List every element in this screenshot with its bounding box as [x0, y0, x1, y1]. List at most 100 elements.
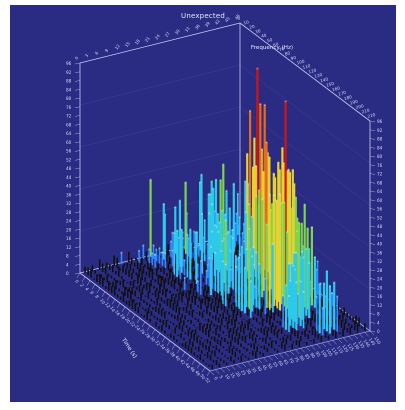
bar-cap — [278, 193, 281, 196]
z-tick-label: 76 — [66, 105, 72, 110]
bar-cap — [268, 156, 271, 159]
top-tick-label: 60 — [272, 41, 279, 47]
tick-mark — [369, 217, 376, 219]
bar-cap — [224, 213, 227, 216]
bar-cap — [220, 249, 223, 252]
x-tick-label: 38 — [169, 351, 176, 358]
x-tick-label: 0 — [74, 279, 80, 284]
tick-mark — [369, 304, 376, 306]
tick-mark — [74, 229, 81, 231]
tick-mark — [74, 159, 81, 161]
tick-mark — [74, 150, 81, 152]
y-tick-label: 60 — [277, 360, 284, 368]
y-tick-label: 145 — [368, 337, 377, 347]
y-tick-label: 45 — [261, 364, 268, 372]
top-tick-label: 80 — [284, 50, 291, 56]
y-tick-label: 95 — [314, 350, 321, 358]
tick-mark — [369, 129, 376, 131]
tick-mark — [369, 199, 376, 201]
tick-mark — [369, 147, 376, 149]
tick-mark — [156, 333, 161, 339]
bar-cap — [169, 240, 173, 243]
tick-mark — [369, 173, 376, 175]
z-tick-label: 96 — [377, 119, 383, 124]
tick-mark — [337, 338, 343, 344]
bar-cap — [295, 281, 298, 284]
bar-cap — [287, 168, 290, 171]
z-tick-label: 64 — [66, 131, 72, 136]
tick-mark — [74, 80, 81, 82]
bar-cap — [189, 228, 192, 231]
tick-mark — [305, 346, 311, 352]
tick-mark — [369, 330, 376, 333]
bar-cap — [256, 67, 259, 70]
z-tick-label: 32 — [377, 259, 383, 264]
top-tick-label: 48 — [234, 13, 241, 21]
tick-mark — [136, 318, 141, 324]
z-tick-label: 44 — [377, 233, 383, 238]
x-tick-label: 24 — [134, 324, 141, 331]
bar-cap — [315, 295, 318, 298]
bar-cap — [263, 103, 266, 106]
y-axis-title: Frequency (Hz) — [251, 45, 293, 51]
y-tick-label: 115 — [336, 345, 345, 355]
tick-mark — [74, 246, 81, 248]
top-tick-label: 50 — [266, 37, 273, 43]
z-tick-label: 84 — [66, 87, 72, 92]
bar-cap — [271, 243, 274, 246]
tick-mark — [369, 190, 376, 193]
top-tick-label: 0 — [237, 15, 241, 21]
tick-mark — [311, 345, 316, 350]
x-tick-label: 44 — [184, 362, 191, 369]
bar-cap — [306, 227, 309, 230]
bar-cap — [197, 243, 200, 247]
top-tick-label: 9 — [104, 48, 110, 53]
bar-cap — [231, 228, 234, 232]
bar-cap — [206, 263, 209, 266]
z-tick-label: 44 — [66, 175, 72, 180]
bar-cap — [209, 245, 213, 248]
tick-mark — [268, 356, 273, 361]
top-tick-label: 170 — [337, 90, 346, 97]
bar-cap — [240, 245, 243, 248]
bar-cap — [261, 198, 264, 201]
bar-cap — [254, 164, 258, 167]
bar-cap — [152, 244, 155, 247]
tick-mark — [74, 255, 81, 257]
tick-mark — [74, 71, 81, 73]
top-tick-label: 12 — [114, 43, 121, 51]
tick-mark — [263, 357, 268, 362]
bar-cap — [251, 255, 254, 258]
tick-mark — [327, 341, 332, 346]
tick-mark — [369, 225, 376, 228]
bar-cap — [155, 248, 158, 251]
tick-mark — [191, 359, 196, 365]
bar-cap — [193, 230, 196, 233]
bar-cap — [300, 222, 303, 225]
tick-mark — [332, 340, 337, 345]
z-tick-label: 80 — [377, 154, 383, 159]
z-tick-label: 24 — [66, 219, 72, 224]
z-tick-label: 60 — [66, 140, 72, 145]
tick-mark — [359, 333, 364, 338]
bar-cap — [333, 281, 336, 284]
z-tick-label: 36 — [66, 192, 72, 197]
z-tick-label: 12 — [66, 245, 72, 250]
tick-mark — [273, 354, 279, 360]
bar-cap — [299, 280, 302, 283]
tick-mark — [209, 370, 215, 376]
bar-cap — [255, 251, 258, 254]
tick-mark — [369, 243, 376, 245]
bar-cap — [151, 252, 154, 255]
z-tick-label: 0 — [66, 271, 69, 276]
bar-cap — [300, 250, 303, 253]
top-tick-label: 210 — [361, 107, 370, 114]
grid-line — [79, 106, 241, 148]
bar-cap — [149, 178, 152, 181]
plot-3d: 0481216202428323640444852566064687276808… — [66, 13, 383, 384]
tick-mark — [116, 303, 121, 309]
tick-mark — [74, 264, 81, 266]
y-tick-label: 20 — [234, 370, 241, 378]
top-tick-label: 6 — [94, 50, 100, 55]
y-tick-label: 125 — [346, 342, 355, 352]
